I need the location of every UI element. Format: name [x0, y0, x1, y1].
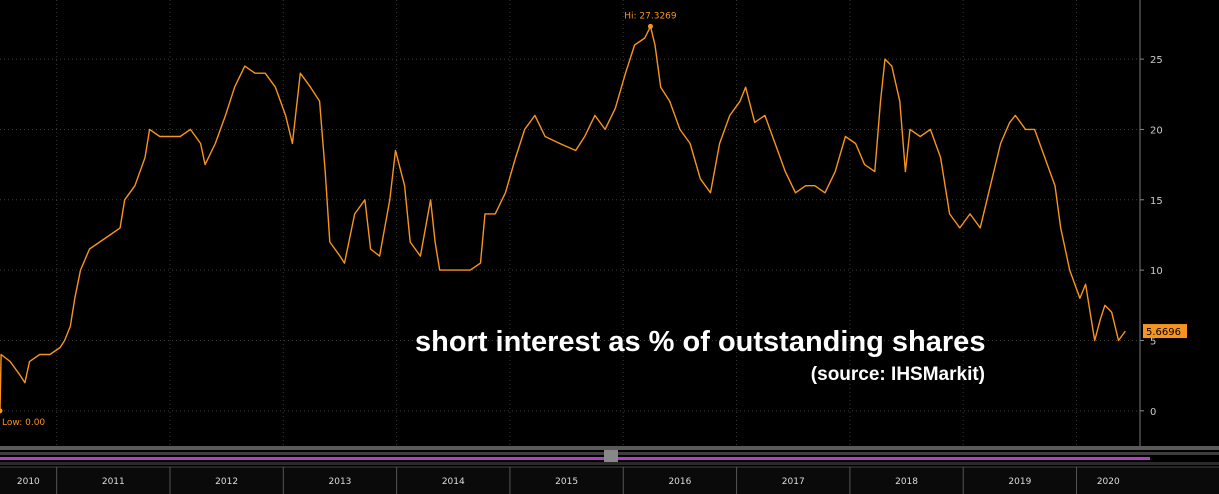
y-tick-label: 25: [1150, 55, 1163, 66]
x-axis-band: [0, 467, 1219, 494]
last-value-label: 5.6696: [1146, 327, 1181, 338]
annotation-marker: [0, 408, 3, 414]
x-tick-label: 2016: [668, 477, 691, 487]
x-tick-label: 2011: [102, 477, 125, 487]
caption-title: short interest as % of outstanding share…: [415, 326, 986, 358]
navigator-bar: [0, 462, 1219, 465]
data-line: [0, 25, 1126, 411]
y-tick-label: 10: [1150, 266, 1163, 277]
navigator-grip: [604, 450, 618, 462]
y-tick-label: 15: [1150, 196, 1163, 207]
x-tick-label: 2019: [1008, 477, 1031, 487]
annotation-label: Hi: 27.3269: [624, 11, 677, 21]
x-tick-label: 2018: [895, 477, 918, 487]
y-tick-label: 5: [1150, 336, 1156, 347]
caption-source: (source: IHSMarkit): [810, 364, 985, 385]
x-tick-label: 2014: [442, 477, 465, 487]
navigator-line: [0, 457, 1150, 460]
annotation-label: Low: 0.00: [2, 418, 45, 428]
x-tick-label: 2020: [1097, 477, 1120, 487]
y-tick-label: 0: [1150, 407, 1156, 418]
x-tick-label: 2010: [17, 477, 40, 487]
x-tick-label: 2013: [329, 477, 352, 487]
navigator-bar: [0, 446, 1219, 450]
last-value-box: [1143, 324, 1187, 339]
annotation-marker: [647, 23, 653, 29]
x-tick-label: 2012: [215, 477, 238, 487]
y-tick-label: 20: [1150, 125, 1163, 136]
x-tick-label: 2015: [555, 477, 578, 487]
x-tick-label: 2017: [782, 477, 805, 487]
